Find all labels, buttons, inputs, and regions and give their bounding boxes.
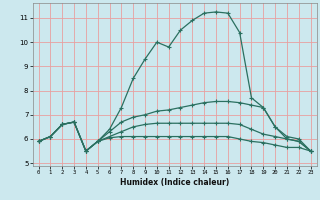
X-axis label: Humidex (Indice chaleur): Humidex (Indice chaleur)	[120, 178, 229, 187]
